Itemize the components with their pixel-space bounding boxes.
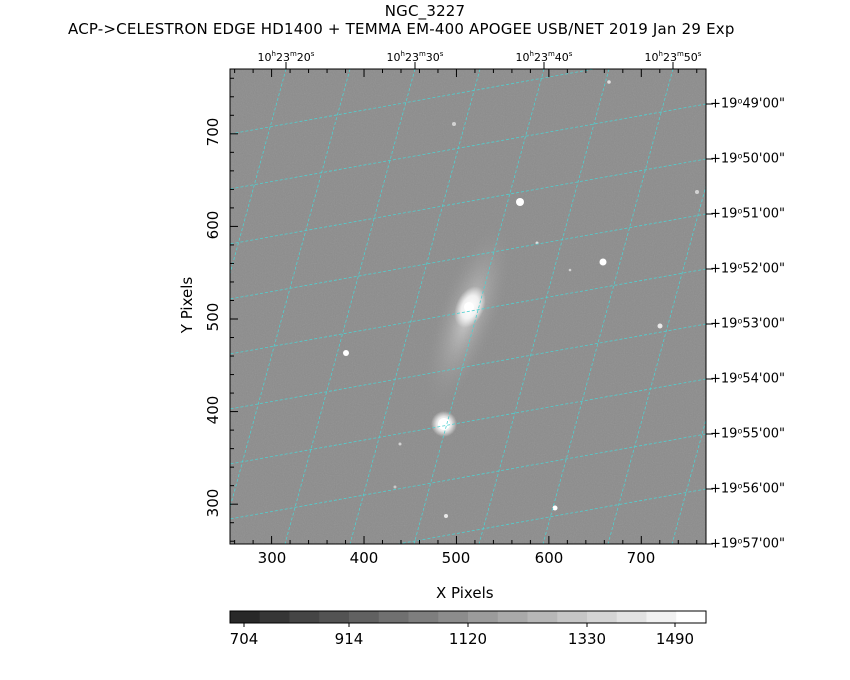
colorbar-label: 914 — [334, 630, 364, 648]
ra-grid-line — [478, 69, 610, 544]
dec-label: +19o52'00" — [710, 261, 785, 277]
dec-label: +19o56'00" — [710, 481, 785, 497]
colorbar-step — [468, 611, 499, 623]
x-tick-label: 300 — [257, 549, 287, 567]
ra-grid-line — [542, 69, 674, 544]
colorbar — [229, 610, 707, 627]
ra-grid-line — [607, 184, 706, 544]
dec-label: +19o54'00" — [710, 371, 785, 387]
dec-grid-line — [230, 103, 706, 190]
ra-grid-line — [284, 69, 416, 544]
colorbar-step — [349, 611, 380, 623]
colorbar-step — [676, 611, 707, 623]
colorbar-step — [230, 611, 261, 623]
colorbar-step — [587, 611, 618, 623]
y-tick-label: 600 — [204, 210, 222, 240]
colorbar-label: 1330 — [567, 630, 607, 648]
x-tick-label: 600 — [534, 549, 564, 567]
ra-axis-ticks — [285, 62, 674, 69]
colorbar-step — [259, 611, 290, 623]
colorbar-step — [378, 611, 409, 623]
field-stars — [343, 80, 699, 518]
colorbar-step — [646, 611, 677, 623]
ra-label: 10h23m50s — [644, 50, 702, 64]
dec-grid-line — [230, 268, 706, 355]
ra-grid-line — [230, 69, 287, 276]
dec-grid-line — [395, 488, 706, 544]
dec-grid-line — [230, 433, 706, 520]
ra-label: 10h23m40s — [515, 50, 573, 64]
y-tick-label: 700 — [204, 117, 222, 147]
y-axis-ticks — [230, 77, 238, 542]
colorbar-step — [616, 611, 647, 623]
x-axis-label: X Pixels — [436, 584, 494, 602]
colorbar-label: 704 — [229, 630, 259, 648]
sky-image — [230, 69, 706, 544]
y-axis-label: Y Pixels — [178, 276, 196, 334]
dec-label: +19o50'00" — [710, 151, 785, 167]
wcs-grid — [230, 69, 706, 544]
dec-label: +19o55'00" — [710, 426, 785, 442]
dec-axis-ticks — [706, 103, 713, 545]
colorbar-step — [289, 611, 320, 623]
ra-label: 10h23m20s — [257, 50, 315, 64]
image-subtitle: ACP->CELESTRON EDGE HD1400 + TEMMA EM-40… — [68, 20, 735, 38]
colorbar-step — [438, 611, 469, 623]
colorbar-label: 1490 — [655, 630, 695, 648]
x-tick-label: 400 — [349, 549, 379, 567]
dec-grid-line — [230, 213, 706, 300]
dec-grid-line — [230, 323, 706, 410]
dec-grid-line — [230, 69, 597, 135]
dec-label: +19o51'00" — [710, 206, 785, 222]
dec-grid-line — [230, 158, 706, 245]
colorbar-step — [497, 611, 528, 623]
dec-grid-line — [230, 378, 706, 465]
colorbar-label: 1120 — [448, 630, 488, 648]
ra-grid-line — [413, 69, 545, 544]
x-tick-label: 500 — [441, 549, 471, 567]
dec-label: +19o53'00" — [710, 316, 785, 332]
dec-label: +19o49'00" — [710, 96, 785, 112]
colorbar-step — [319, 611, 350, 623]
colorbar-step — [557, 611, 588, 623]
y-tick-label: 300 — [204, 488, 222, 518]
ra-grid-line — [230, 69, 351, 509]
x-tick-label: 700 — [626, 549, 656, 567]
plot-frame — [229, 68, 707, 545]
y-tick-label: 500 — [204, 302, 222, 332]
y-tick-label: 400 — [204, 395, 222, 425]
colorbar-step — [408, 611, 439, 623]
ra-label: 10h23m30s — [386, 50, 444, 64]
dec-label: +19o57'00" — [710, 536, 785, 552]
ra-grid-line — [671, 418, 706, 544]
image-title: NGC_3227 — [384, 2, 466, 20]
x-axis-ticks — [234, 69, 698, 544]
colorbar-step — [527, 611, 558, 623]
